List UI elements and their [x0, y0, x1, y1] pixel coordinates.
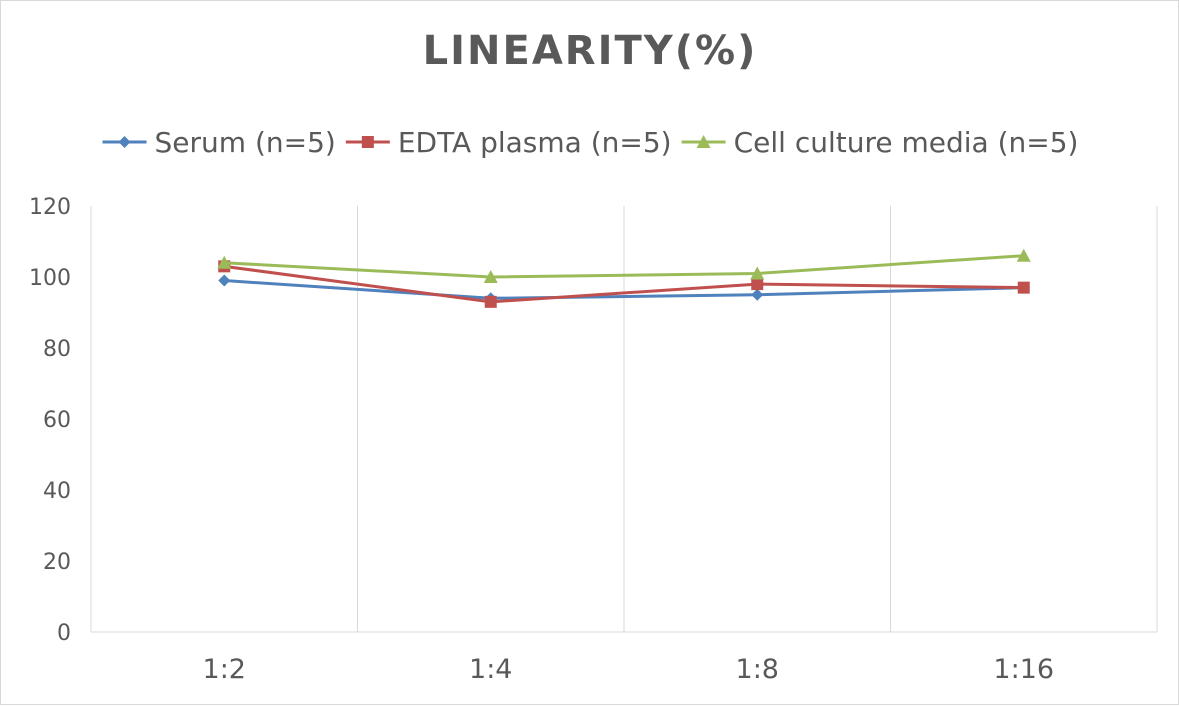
x-axis-ticks: 1:2 1:4 1:8 1:16 — [203, 654, 1055, 685]
data-point-triangle — [483, 270, 498, 283]
y-tick-label: 100 — [29, 266, 71, 291]
x-tick-label: 1:16 — [993, 654, 1054, 685]
legend-label: EDTA plasma (n=5) — [398, 126, 672, 159]
x-tick-label: 1:4 — [469, 654, 512, 685]
data-point-square — [484, 295, 497, 308]
y-tick-label: 80 — [43, 337, 71, 362]
series-line — [224, 254, 1024, 279]
y-axis-ticks: 0 20 40 60 80 100 120 — [29, 195, 71, 646]
chart-title: LINEARITY(%) — [423, 28, 758, 74]
legend: Serum (n=5) EDTA plasma (n=5) Cell culture… — [102, 126, 1079, 159]
series-line — [224, 279, 1024, 300]
y-tick-label: 0 — [57, 621, 71, 646]
legend-item-2: EDTA plasma (n=5) — [345, 126, 672, 159]
y-tick-label: 40 — [43, 479, 71, 504]
y-tick-label: 120 — [29, 195, 71, 220]
data-point-triangle — [217, 255, 232, 269]
legend-marker-square — [361, 136, 374, 148]
legend-item-1: Serum (n=5) — [102, 126, 336, 159]
legend-item-3: Cell culture media (n=5) — [681, 126, 1079, 159]
y-tick-label: 60 — [43, 408, 71, 433]
x-tick-label: 1:2 — [203, 654, 246, 685]
legend-marker-triangle — [696, 135, 711, 148]
data-point-triangle — [1016, 248, 1031, 262]
data-point-diamond — [751, 288, 764, 301]
x-tick-label: 1:8 — [736, 654, 779, 685]
legend-label: Cell culture media (n=5) — [734, 126, 1079, 159]
data-point-triangle — [750, 266, 765, 280]
data-point-square — [1017, 281, 1030, 294]
gridlines — [357, 206, 1158, 632]
series-line — [224, 264, 1024, 304]
axes — [90, 206, 1157, 633]
legend-marker-diamond — [118, 136, 131, 148]
y-tick-label: 20 — [43, 550, 71, 575]
series-layer — [217, 248, 1031, 308]
legend-label: Serum (n=5) — [155, 126, 336, 159]
data-point-square — [751, 278, 764, 291]
series-3 — [217, 248, 1031, 283]
data-point-diamond — [218, 274, 231, 287]
